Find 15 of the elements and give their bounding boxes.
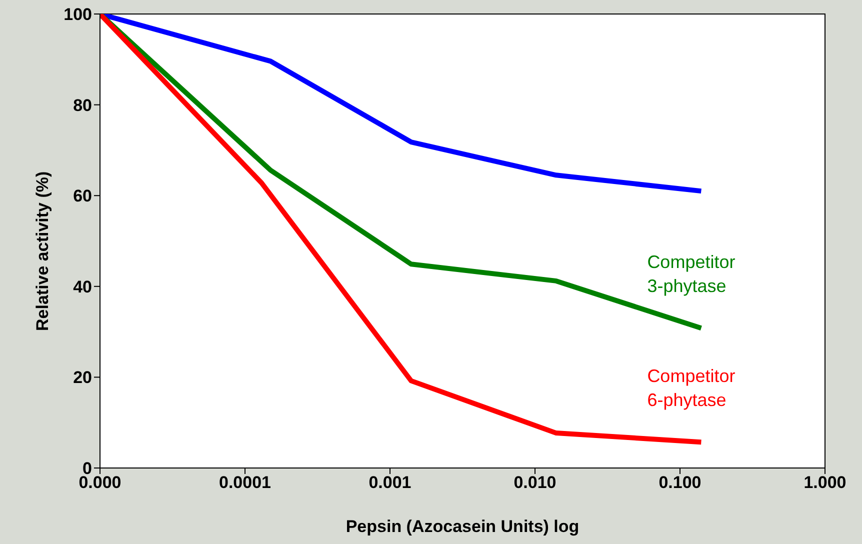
y-tick-label: 80: [73, 96, 92, 115]
series-label: Competitor 6-phytase: [647, 366, 736, 410]
x-tick-label: 0.0001: [219, 473, 271, 492]
y-tick-label: 60: [73, 186, 92, 206]
x-tick-label: 0.001: [368, 473, 412, 492]
x-tick-label: 0.000: [78, 473, 122, 492]
x-tick-label: 1.000: [804, 473, 846, 492]
y-tick-label: 40: [73, 277, 92, 296]
y-axis-title: Relative activity (%): [33, 171, 52, 331]
x-tick-label: 0.100: [658, 473, 702, 492]
series-label: Competitor 3-phytase: [647, 252, 736, 296]
y-tick-label: 100: [64, 5, 92, 24]
y-tick-label: 20: [73, 368, 92, 388]
x-tick-label: 0.010: [514, 473, 556, 492]
x-axis-title: Pepsin (Azocasein Units) log: [346, 517, 580, 536]
